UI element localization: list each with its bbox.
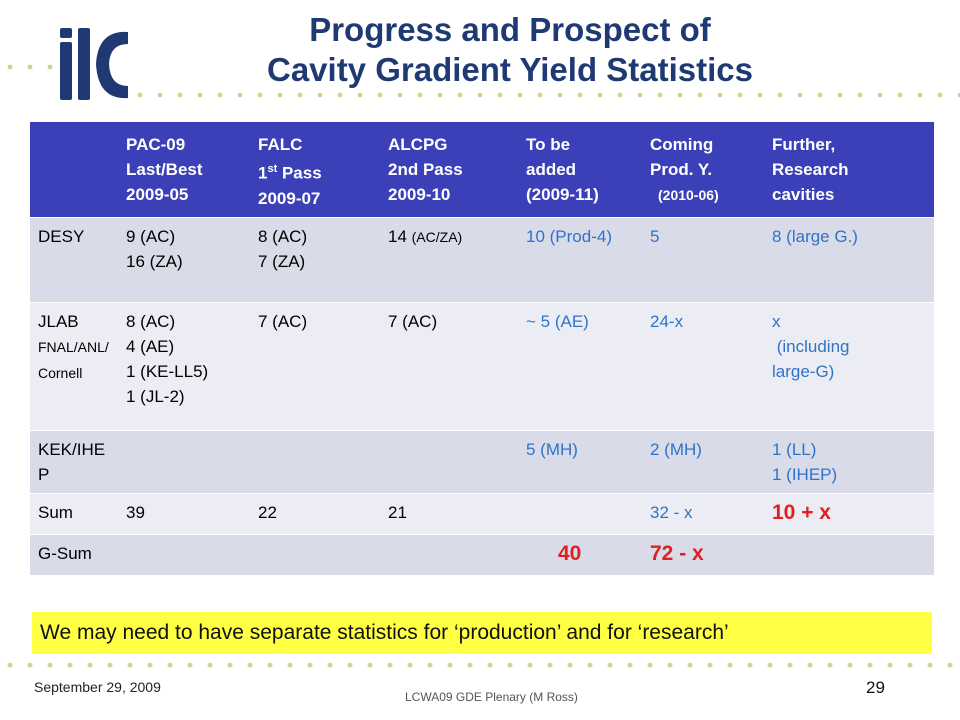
cell-further: x (including large-G) [764,302,934,431]
footer-center: LCWA09 GDE Plenary (M Ross) [405,690,578,704]
cell-text: 8 (AC) [126,311,176,331]
header-empty [30,122,118,218]
title-line-2: Cavity Gradient Yield Statistics [266,51,753,88]
cell-text: 16 (ZA) [126,251,183,271]
header-text: 2009-07 [258,188,321,208]
ilc-logo [60,28,128,100]
cell-falc: 7 (AC) [250,302,380,431]
cell-pac09: 9 (AC) 16 (ZA) [118,217,250,303]
header-text: FALC [258,135,303,154]
header-text: 2nd Pass [388,160,463,179]
header-further-research: Further, Research cavities [764,122,934,218]
header-text: 2009-05 [126,185,189,204]
cell-further: 10 + x [764,493,934,535]
cell-to-be-added: 5 (MH) [518,430,642,494]
header-text: 2009-10 [388,185,451,204]
cell-further [764,534,934,575]
cell-falc [250,534,380,575]
row-label: JLAB FNAL/ANL/Cornell [30,302,118,431]
row-label-sub: FNAL/ANL/Cornell [38,338,109,381]
cell-falc: 22 [250,493,380,535]
cell-text: large-G) [772,361,835,381]
cell-text: 8 (AC) [258,226,308,246]
cell-to-be-added: 40 [518,534,642,575]
cell-text: 1 (IHEP) [772,464,838,484]
header-coming-prod: Coming Prod. Y. (2010-06) [642,122,764,218]
cell-text: 1 (JL-2) [126,386,185,406]
header-pac09: PAC-09 Last/Best 2009-05 [118,122,250,218]
header-text: (2010-06) [658,187,719,203]
page-number: 29 [866,678,885,697]
cell-coming: 72 - x [642,534,764,575]
header-text: To be [526,135,571,154]
cell-to-be-added: ~ 5 (AE) [518,302,642,431]
header-text: Research [772,160,849,179]
header-text: ALCPG [388,135,448,154]
cell-alcpg: 14 (AC/ZA) [380,217,518,303]
cell-coming: 5 [642,217,764,303]
header-text: Coming [650,135,714,154]
title-dotted-line [130,92,960,98]
top-left-dotted-line [0,64,70,70]
header-text: (2009-11) [526,185,599,204]
cell-to-be-added [518,493,642,535]
footer-date: September 29, 2009 [34,679,161,695]
header-to-be-added: To be added (2009-11) [518,122,642,218]
table-header-row: PAC-09 Last/Best 2009-05 FALC 1st Pass 2… [30,122,934,218]
table-row-sum: Sum 39 22 21 32 - x 10 + x [30,493,934,535]
header-text: PAC-09 [126,135,186,154]
cell-alcpg: 21 [380,493,518,535]
cell-coming: 2 (MH) [642,430,764,494]
title-line-1: Progress and Prospect of [309,11,711,48]
header-text: added [526,160,577,179]
row-label: G-Sum [30,534,118,575]
cell-coming: 32 - x [642,493,764,535]
highlight-note: We may need to have separate statistics … [32,612,932,654]
header-falc: FALC 1st Pass 2009-07 [250,122,380,218]
cell-falc [250,430,380,494]
table-row-kek: KEK/IHEP 5 (MH) 2 (MH) 1 (LL) 1 (IHEP) [30,430,934,494]
cell-alcpg: 7 (AC) [380,302,518,431]
header-text: 1 [258,163,268,183]
cell-text: 7 (ZA) [258,251,306,271]
cell-text: 9 (AC) [126,226,176,246]
header-superscript: st [267,163,278,175]
cell-text: (including [772,336,850,356]
cell-text: x [772,311,781,331]
row-label-text: JLAB [38,311,79,331]
cell-pac09: 8 (AC) 4 (AE) 1 (KE-LL5) 1 (JL-2) [118,302,250,431]
cell-text: 4 (AE) [126,336,175,356]
header-text: Last/Best [126,160,203,179]
yield-statistics-table: PAC-09 Last/Best 2009-05 FALC 1st Pass 2… [30,122,934,575]
cell-text: (AC/ZA) [411,228,463,245]
cell-text: 1 (LL) [772,439,817,459]
row-label: DESY [30,217,118,303]
bottom-dotted-line [0,662,960,668]
row-label: Sum [30,493,118,535]
header-text: Further, [772,135,836,154]
row-label: KEK/IHEP [30,430,118,494]
header-alcpg: ALCPG 2nd Pass 2009-10 [380,122,518,218]
header-text: cavities [772,185,835,204]
cell-coming: 24-x [642,302,764,431]
cell-further: 1 (LL) 1 (IHEP) [764,430,934,494]
cell-to-be-added: 10 (Prod-4) [518,217,642,303]
header-text: Prod. Y. [650,160,713,179]
table-row-jlab: JLAB FNAL/ANL/Cornell 8 (AC) 4 (AE) 1 (K… [30,302,934,431]
cell-alcpg [380,430,518,494]
cell-alcpg [380,534,518,575]
cell-pac09 [118,534,250,575]
table-row-gsum: G-Sum 40 72 - x [30,534,934,575]
cell-text: 1 (KE-LL5) [126,361,209,381]
cell-further: 8 (large G.) [764,217,934,303]
cell-pac09 [118,430,250,494]
header-text: Pass [277,163,322,183]
cell-text: 14 [388,226,412,246]
cell-pac09: 39 [118,493,250,535]
cell-falc: 8 (AC) 7 (ZA) [250,217,380,303]
page-title: Progress and Prospect of Cavity Gradient… [150,10,870,90]
table-row-desy: DESY 9 (AC) 16 (ZA) 8 (AC) 7 (ZA) 14 (AC… [30,217,934,303]
